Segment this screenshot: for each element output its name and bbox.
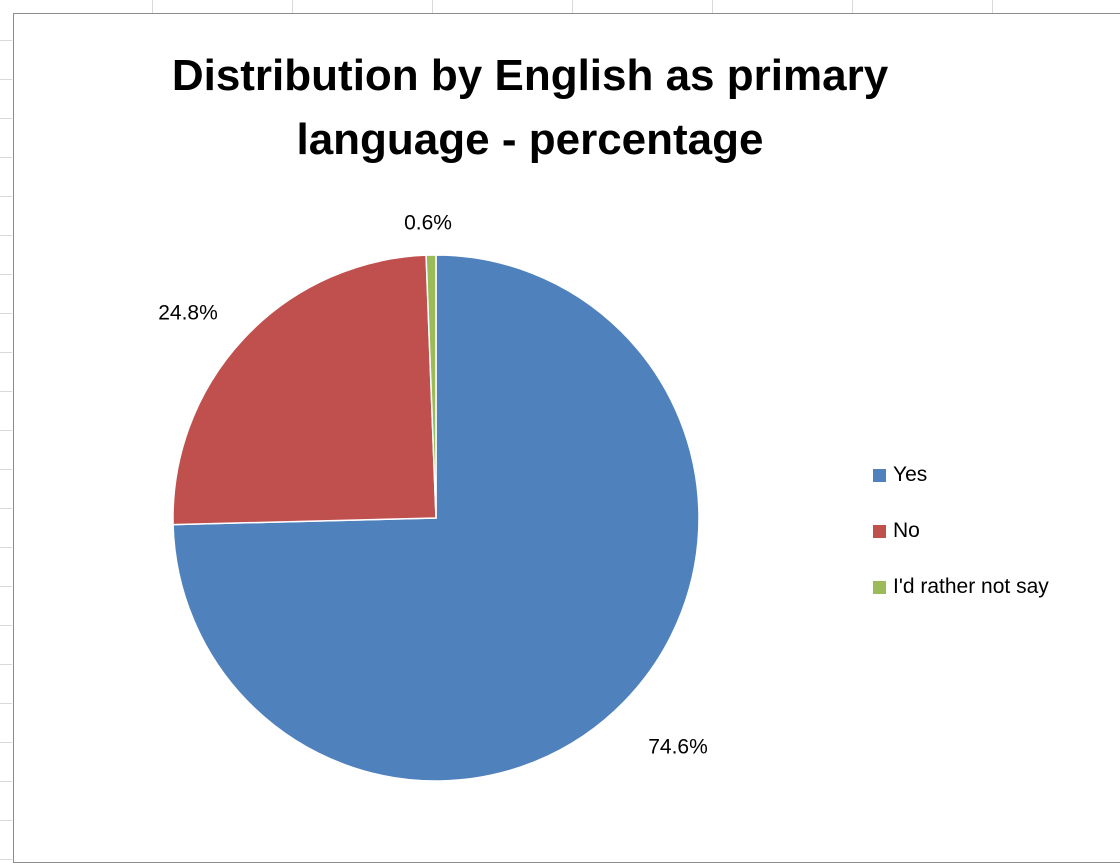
grid-tick xyxy=(0,40,12,41)
grid-tick xyxy=(0,79,12,80)
pie-slice-2[interactable] xyxy=(172,254,437,526)
grid-tick xyxy=(0,586,12,587)
legend-item-2[interactable]: No xyxy=(873,503,1113,559)
grid-tick xyxy=(0,547,12,548)
legend-item-1[interactable]: Yes xyxy=(873,447,1113,503)
legend-swatch xyxy=(873,524,886,538)
legend-swatch xyxy=(873,468,886,482)
grid-tick xyxy=(852,0,853,14)
legend-label: No xyxy=(893,519,920,542)
chart-title: Distribution by English as primary langu… xyxy=(171,51,889,164)
grid-tick xyxy=(0,196,12,197)
grid-tick xyxy=(0,157,12,158)
grid-tick xyxy=(0,118,12,119)
grid-tick xyxy=(292,0,293,14)
grid-tick xyxy=(0,391,12,392)
grid-tick xyxy=(0,781,12,782)
grid-tick xyxy=(0,430,12,431)
grid-tick xyxy=(0,352,12,353)
data-label-3: 0.6% xyxy=(404,212,452,235)
grid-tick xyxy=(0,313,12,314)
grid-tick xyxy=(0,703,12,704)
data-label-2: 24.8% xyxy=(158,302,218,325)
grid-tick xyxy=(0,469,12,470)
grid-tick xyxy=(0,859,12,860)
grid-tick xyxy=(0,625,12,626)
grid-tick xyxy=(0,235,12,236)
grid-tick xyxy=(0,820,12,821)
legend-label: I'd rather not say xyxy=(893,575,1049,598)
legend-label: Yes xyxy=(893,463,928,486)
grid-tick xyxy=(712,0,713,14)
grid-tick xyxy=(0,742,12,743)
legend[interactable]: Yes No I'd rather not say xyxy=(873,447,1113,615)
grid-tick xyxy=(0,274,12,275)
pie-slice-3[interactable] xyxy=(425,254,437,519)
data-label-1: 74.6% xyxy=(648,736,708,759)
legend-item-3[interactable]: I'd rather not say xyxy=(873,559,1113,615)
grid-tick xyxy=(0,664,12,665)
grid-tick xyxy=(432,0,433,14)
legend-swatch xyxy=(873,580,886,594)
grid-tick xyxy=(572,0,573,14)
grid-tick xyxy=(0,508,12,509)
grid-tick xyxy=(992,0,993,14)
grid-tick xyxy=(152,0,153,14)
